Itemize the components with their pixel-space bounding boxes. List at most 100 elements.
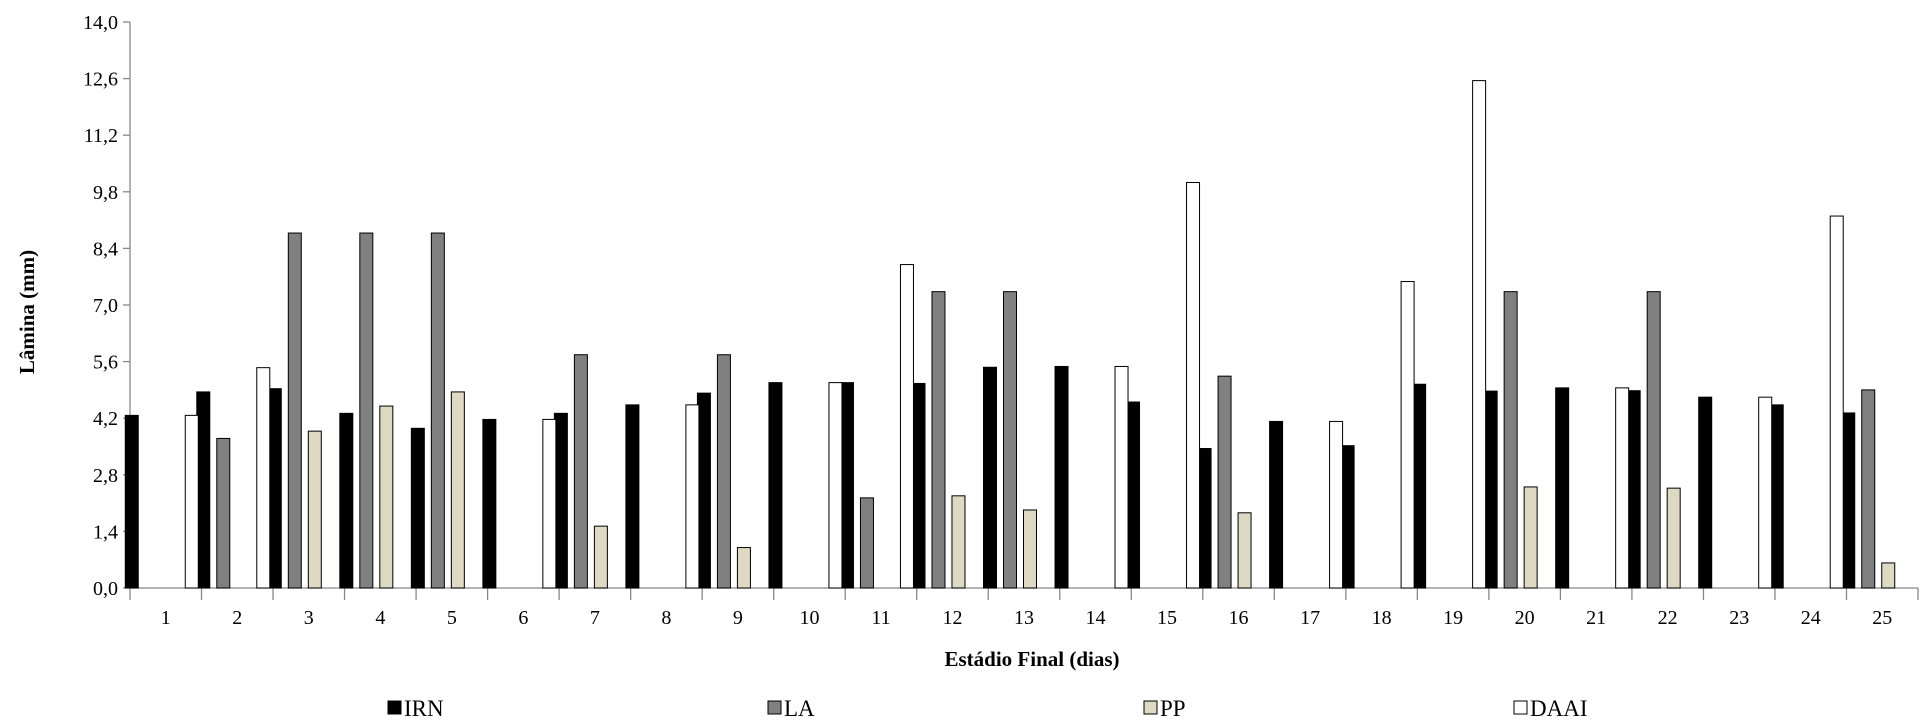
bar-la-13 (1003, 291, 1017, 589)
x-tick-label: 19 (1443, 607, 1463, 629)
x-tick-label: 13 (1014, 607, 1034, 629)
bar-la-11 (859, 497, 874, 589)
bar-daai-17 (1329, 420, 1344, 589)
x-tick-label: 18 (1372, 607, 1392, 629)
bar-pp-9 (736, 547, 751, 589)
x-axis-title: Estádio Final (dias) (944, 647, 1119, 671)
bar-daai-10 (828, 382, 843, 589)
legend-label: LA (784, 696, 815, 721)
y-tick-label: 2,8 (93, 465, 118, 487)
bar-irn-8 (625, 404, 640, 589)
x-tick-label: 15 (1157, 607, 1177, 629)
bar-pp-13 (1023, 509, 1037, 589)
legend-swatch (1143, 700, 1158, 715)
legend-swatch (1513, 700, 1528, 715)
bar-irn-14 (1054, 365, 1069, 589)
x-axis: 1 2 3 4 5 6 7 8 9 10 11 12 13 14 15 16 17 18 19 20 21 22 23 24 2… (129, 587, 1919, 629)
legend-item-pp: PP (1143, 696, 1186, 721)
y-axis-title: Lâmina (mm) (15, 250, 39, 374)
y-tick-label: 5,6 (93, 352, 118, 374)
bar-daai-21 (1615, 387, 1630, 589)
y-tick-label: 8,4 (93, 238, 118, 260)
bar-pp-20 (1523, 486, 1538, 589)
bar-daai-8 (685, 404, 700, 589)
legend-swatch (387, 700, 402, 715)
bar-daai-1 (184, 414, 199, 589)
bar-daai-6 (542, 418, 557, 589)
bar-pp-4 (379, 405, 394, 589)
bar-pp-12 (951, 495, 966, 589)
y-tick-label: 0,0 (93, 578, 118, 600)
legend-item-irn: IRN (387, 696, 444, 721)
x-tick-label: 5 (447, 607, 457, 629)
bar-daai-23 (1758, 396, 1773, 589)
bar-la-9 (716, 354, 731, 589)
bar-irn-1 (124, 414, 139, 589)
bar-irn-5 (410, 427, 425, 589)
bars (124, 80, 1896, 589)
x-tick-label: 10 (799, 607, 819, 629)
x-tick-label: 14 (1086, 607, 1106, 629)
bar-la-20 (1503, 291, 1518, 589)
x-tick-label: 20 (1515, 607, 1535, 629)
bar-la-22 (1646, 291, 1661, 589)
legend-label: DAAI (1530, 696, 1588, 721)
y-tick-label: 14,0 (83, 12, 118, 34)
bar-irn-21 (1555, 387, 1570, 589)
bar-irn-17 (1269, 420, 1284, 589)
x-tick-label: 4 (375, 607, 385, 629)
x-tick-label: 1 (161, 607, 171, 629)
y-tick-label: 12,6 (83, 69, 118, 91)
bar-la-3 (287, 232, 302, 589)
bar-pp-5 (450, 391, 465, 589)
bar-la-12 (931, 291, 946, 589)
x-tick-label: 24 (1801, 607, 1821, 629)
x-tick-label: 16 (1229, 607, 1249, 629)
x-tick-label: 7 (590, 607, 600, 629)
bar-la-2 (216, 437, 231, 589)
bar-pp-16 (1237, 512, 1252, 589)
legend-label: IRN (404, 696, 444, 721)
bar-irn-4 (339, 412, 354, 589)
bar-daai-15 (1186, 182, 1201, 589)
legend-label: PP (1160, 696, 1186, 721)
bar-la-4 (359, 232, 374, 589)
x-tick-label: 25 (1872, 607, 1892, 629)
x-tick-label: 23 (1729, 607, 1749, 629)
y-tick-label: 1,4 (93, 521, 118, 543)
bar-pp-22 (1666, 487, 1681, 589)
bar-pp-7 (593, 525, 608, 589)
bar-daai-24 (1829, 215, 1844, 589)
bar-irn-23 (1698, 396, 1713, 589)
x-tick-label: 12 (942, 607, 962, 629)
y-axis: 0,0 1,4 2,8 4,2 5,6 7,0 8,4 9,8 11,2 12,6 14,0 (83, 12, 131, 600)
y-tick-label: 11,2 (84, 125, 118, 147)
legend-item-la: LA (767, 696, 815, 721)
x-tick-label: 2 (232, 607, 242, 629)
x-tick-label: 9 (733, 607, 743, 629)
bar-daai-2 (256, 367, 271, 589)
y-tick-label: 7,0 (93, 295, 118, 317)
legend: IRN LA PP DAAI (387, 696, 1588, 721)
x-tick-label: 8 (661, 607, 671, 629)
bar-pp-25 (1881, 562, 1896, 589)
bar-la-16 (1217, 375, 1232, 589)
bar-irn-13 (983, 366, 997, 589)
bar-la-25 (1861, 389, 1876, 589)
bar-daai-11 (899, 264, 914, 589)
bar-irn-10 (768, 382, 783, 589)
bar-irn-6 (482, 418, 497, 589)
x-tick-label: 21 (1586, 607, 1606, 629)
bar-la-7 (573, 354, 588, 589)
legend-swatch (767, 700, 782, 715)
x-tick-label: 3 (304, 607, 314, 629)
x-tick-label: 22 (1658, 607, 1678, 629)
bar-daai-19 (1472, 80, 1487, 589)
bar-pp-3 (307, 430, 322, 589)
y-tick-label: 9,8 (93, 182, 118, 204)
bar-daai-14 (1114, 365, 1129, 589)
bar-la-5 (430, 232, 445, 589)
legend-item-daai: DAAI (1513, 696, 1588, 721)
x-tick-label: 17 (1300, 607, 1320, 629)
